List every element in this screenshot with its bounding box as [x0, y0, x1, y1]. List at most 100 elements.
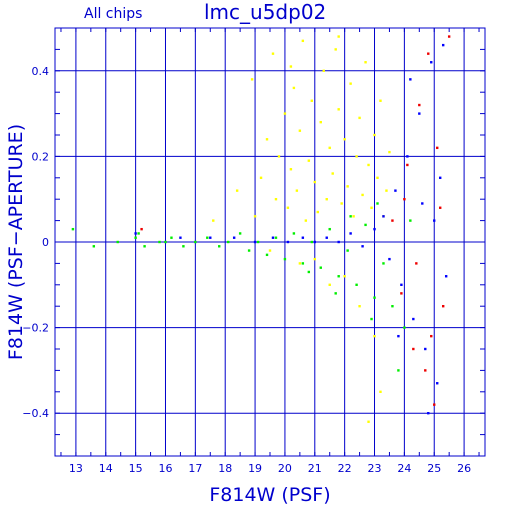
- data-point: [367, 163, 370, 167]
- data-point: [441, 305, 445, 308]
- grid-lines: [55, 28, 485, 456]
- data-point: [385, 189, 388, 192]
- data-point: [349, 215, 352, 218]
- x-tick-label: 22: [338, 462, 352, 475]
- x-tick-label: 21: [308, 462, 322, 475]
- data-point: [433, 403, 436, 406]
- data-point: [382, 262, 385, 265]
- data-point: [343, 275, 346, 278]
- data-point: [134, 232, 137, 235]
- data-point: [271, 236, 275, 239]
- data-point: [331, 172, 334, 175]
- data-point: [400, 283, 403, 286]
- data-point: [349, 82, 352, 85]
- data-point: [182, 245, 185, 248]
- x-tick-label: 13: [69, 462, 83, 475]
- data-point: [441, 43, 445, 47]
- x-tick-label: 25: [427, 462, 441, 475]
- data-point: [388, 150, 391, 154]
- data-point: [334, 48, 337, 51]
- data-point: [439, 176, 442, 179]
- x-tick-label: 23: [368, 462, 382, 475]
- data-point: [143, 245, 146, 248]
- data-points: [71, 35, 451, 423]
- data-point: [364, 61, 367, 64]
- data-point: [430, 61, 433, 64]
- data-point: [307, 159, 311, 162]
- data-point: [424, 347, 427, 351]
- data-point: [304, 219, 308, 222]
- data-point: [412, 347, 415, 351]
- data-point: [337, 275, 340, 278]
- y-tick-label: 0: [42, 236, 49, 249]
- data-point: [418, 112, 421, 115]
- data-point: [325, 198, 328, 201]
- data-point: [403, 326, 406, 329]
- data-point: [232, 236, 236, 239]
- data-point: [235, 189, 239, 192]
- x-axis-label: F814W (PSF): [209, 484, 330, 506]
- x-tick-label: 17: [188, 462, 202, 475]
- y-tick-label: −0.2: [22, 322, 49, 335]
- data-point: [247, 249, 251, 252]
- data-point: [250, 78, 254, 81]
- data-point: [346, 249, 349, 252]
- data-point: [158, 240, 161, 244]
- data-point: [301, 262, 305, 265]
- data-point: [328, 283, 331, 286]
- data-point: [349, 232, 352, 235]
- data-point: [283, 257, 287, 261]
- data-point: [283, 112, 287, 115]
- data-point: [134, 236, 137, 239]
- data-point: [364, 223, 367, 227]
- data-point: [439, 206, 442, 209]
- data-point: [376, 202, 379, 205]
- data-point: [373, 133, 376, 137]
- data-point: [277, 155, 281, 158]
- data-point: [170, 236, 173, 239]
- y-tick-label: 0.2: [32, 150, 50, 163]
- data-point: [355, 283, 358, 286]
- data-point: [403, 198, 406, 201]
- data-point: [367, 420, 370, 423]
- data-point: [292, 86, 296, 90]
- data-point: [116, 240, 119, 244]
- data-point: [447, 35, 451, 38]
- data-point: [376, 176, 379, 179]
- data-point: [253, 240, 257, 244]
- data-point: [430, 334, 433, 338]
- data-point: [334, 292, 337, 295]
- data-point: [313, 180, 316, 184]
- x-tick-label: 18: [218, 462, 232, 475]
- data-point: [253, 215, 257, 218]
- data-point: [238, 232, 242, 235]
- data-point: [337, 240, 340, 244]
- x-tick-label: 14: [99, 462, 113, 475]
- data-point: [337, 108, 340, 111]
- data-point: [268, 249, 272, 252]
- y-tick-label: 0.4: [32, 65, 50, 78]
- data-point: [409, 78, 412, 81]
- data-point: [337, 35, 340, 38]
- data-point: [397, 334, 400, 338]
- x-tick-label: 15: [129, 462, 143, 475]
- data-point: [298, 129, 302, 132]
- data-point: [313, 240, 316, 244]
- data-point: [316, 210, 319, 214]
- data-point: [370, 317, 373, 321]
- data-point: [418, 103, 421, 107]
- data-point: [370, 206, 373, 209]
- y-axis-label: F814W (PSF−APERTURE): [5, 124, 27, 360]
- data-point: [256, 240, 260, 244]
- data-point: [427, 52, 430, 55]
- data-point: [373, 227, 376, 231]
- data-point: [421, 202, 424, 205]
- data-point: [71, 227, 75, 231]
- data-point: [358, 305, 361, 308]
- data-point: [271, 52, 275, 55]
- data-point: [415, 262, 418, 265]
- data-point: [274, 198, 278, 201]
